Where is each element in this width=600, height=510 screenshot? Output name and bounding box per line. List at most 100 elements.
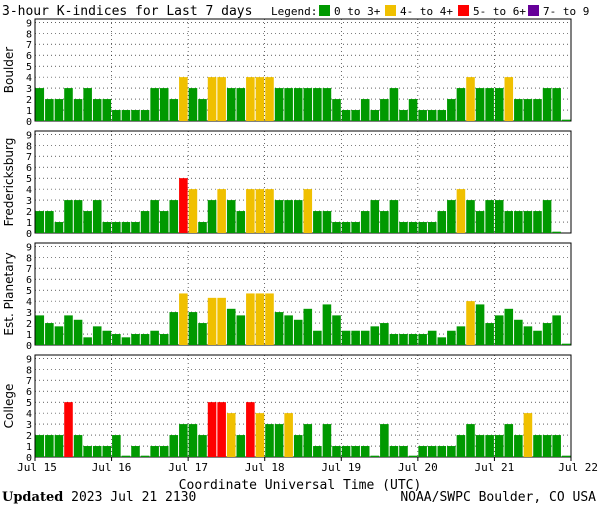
k-bar	[466, 424, 475, 457]
k-bar	[246, 402, 255, 457]
k-bar	[561, 455, 571, 457]
y-tick-label: 2	[26, 95, 32, 106]
x-axis-ticks: Jul 15 Jul 16 Jul 17 Jul 18 Jul 19 Jul 20 Jul …	[17, 457, 598, 474]
k-bar	[284, 200, 293, 233]
legend-label: Legend:	[271, 5, 317, 18]
k-bar	[293, 319, 303, 345]
k-bar	[83, 446, 92, 457]
k-bar	[207, 402, 217, 457]
k-bar	[408, 99, 418, 121]
k-bar	[408, 455, 418, 457]
k-bar	[131, 334, 140, 345]
k-bar	[485, 323, 494, 345]
k-bar	[485, 435, 494, 457]
y-tick-label: 3	[26, 196, 32, 207]
k-bar	[341, 110, 351, 121]
k-bar	[45, 211, 54, 233]
k-bar	[140, 455, 150, 457]
legend-swatch	[458, 5, 469, 16]
k-bar	[322, 304, 332, 345]
k-bar	[494, 435, 504, 457]
k-bar	[265, 293, 274, 345]
k-bar	[83, 211, 92, 233]
x-tick-label: Jul 19	[321, 461, 361, 474]
panel-label: College	[2, 384, 16, 429]
k-bar	[332, 222, 341, 233]
k-bar	[284, 413, 293, 457]
y-tick-label: 8	[26, 141, 32, 152]
k-bar	[198, 435, 207, 457]
k-bar	[92, 326, 102, 345]
legend-item-label: 4- to 4+	[400, 5, 453, 18]
k-bar	[169, 99, 179, 121]
y-tick-label: 7	[26, 40, 32, 51]
k-bar	[303, 424, 313, 457]
k-bar	[284, 88, 293, 121]
k-bar	[533, 435, 542, 457]
k-bar	[485, 88, 494, 121]
k-bar	[159, 446, 169, 457]
source-text: NOAA/SWPC Boulder, CO USA	[400, 490, 596, 505]
k-bar	[514, 435, 523, 457]
y-tick-label: 1	[26, 442, 32, 453]
k-bar	[389, 446, 399, 457]
y-tick-label: 4	[26, 185, 32, 196]
y-tick-label: 5	[26, 62, 32, 73]
k-bar	[112, 435, 121, 457]
k-bar	[293, 88, 303, 121]
k-bar	[514, 319, 523, 345]
k-bar	[523, 211, 533, 233]
legend-swatch	[319, 5, 330, 16]
k-bar	[83, 337, 92, 345]
y-tick-label: 7	[26, 152, 32, 163]
y-tick-label: 2	[26, 207, 32, 218]
k-bar	[112, 222, 121, 233]
k-bar	[341, 222, 351, 233]
k-bar	[207, 200, 217, 233]
k-bar	[447, 330, 456, 345]
k-bar	[64, 200, 73, 233]
k-bar	[427, 222, 437, 233]
y-tick-label: 9	[26, 18, 32, 29]
k-bar	[255, 189, 265, 233]
k-bar	[45, 323, 54, 345]
k-bar	[427, 446, 437, 457]
k-bar	[179, 293, 188, 345]
panel-label: Est. Planetary	[2, 252, 16, 335]
k-bar	[504, 424, 514, 457]
k-bar	[322, 88, 332, 121]
k-bar	[504, 211, 514, 233]
k-bar	[389, 88, 399, 121]
y-tick-label: 0	[26, 117, 32, 128]
k-bar	[265, 189, 274, 233]
k-bar	[64, 315, 73, 345]
y-tick-label: 6	[26, 275, 32, 286]
k-bar	[389, 334, 399, 345]
k-bar	[169, 312, 179, 345]
k-bar	[494, 200, 504, 233]
k-bar	[179, 77, 188, 121]
k-bar	[121, 455, 131, 457]
k-bar	[341, 446, 351, 457]
k-bar	[217, 402, 226, 457]
y-tick-label: 5	[26, 286, 32, 297]
k-bar	[332, 99, 341, 121]
y-tick-label: 0	[26, 453, 32, 464]
x-tick-label: Jul 18	[245, 461, 285, 474]
y-tick-label: 6	[26, 51, 32, 62]
k-bar	[188, 312, 198, 345]
y-tick-label: 6	[26, 387, 32, 398]
k-bar	[351, 110, 360, 121]
panel-label: Fredericksburg	[2, 138, 16, 227]
k-bar	[226, 308, 236, 345]
k-bar	[360, 99, 370, 121]
k-bar	[322, 211, 332, 233]
k-bar	[370, 110, 380, 121]
updated-value: 2023 Jul 21 2130	[71, 490, 197, 505]
k-bar	[35, 435, 45, 457]
k-bar	[102, 222, 112, 233]
k-bar	[447, 99, 456, 121]
k-bar	[466, 77, 475, 121]
k-bar	[265, 424, 274, 457]
